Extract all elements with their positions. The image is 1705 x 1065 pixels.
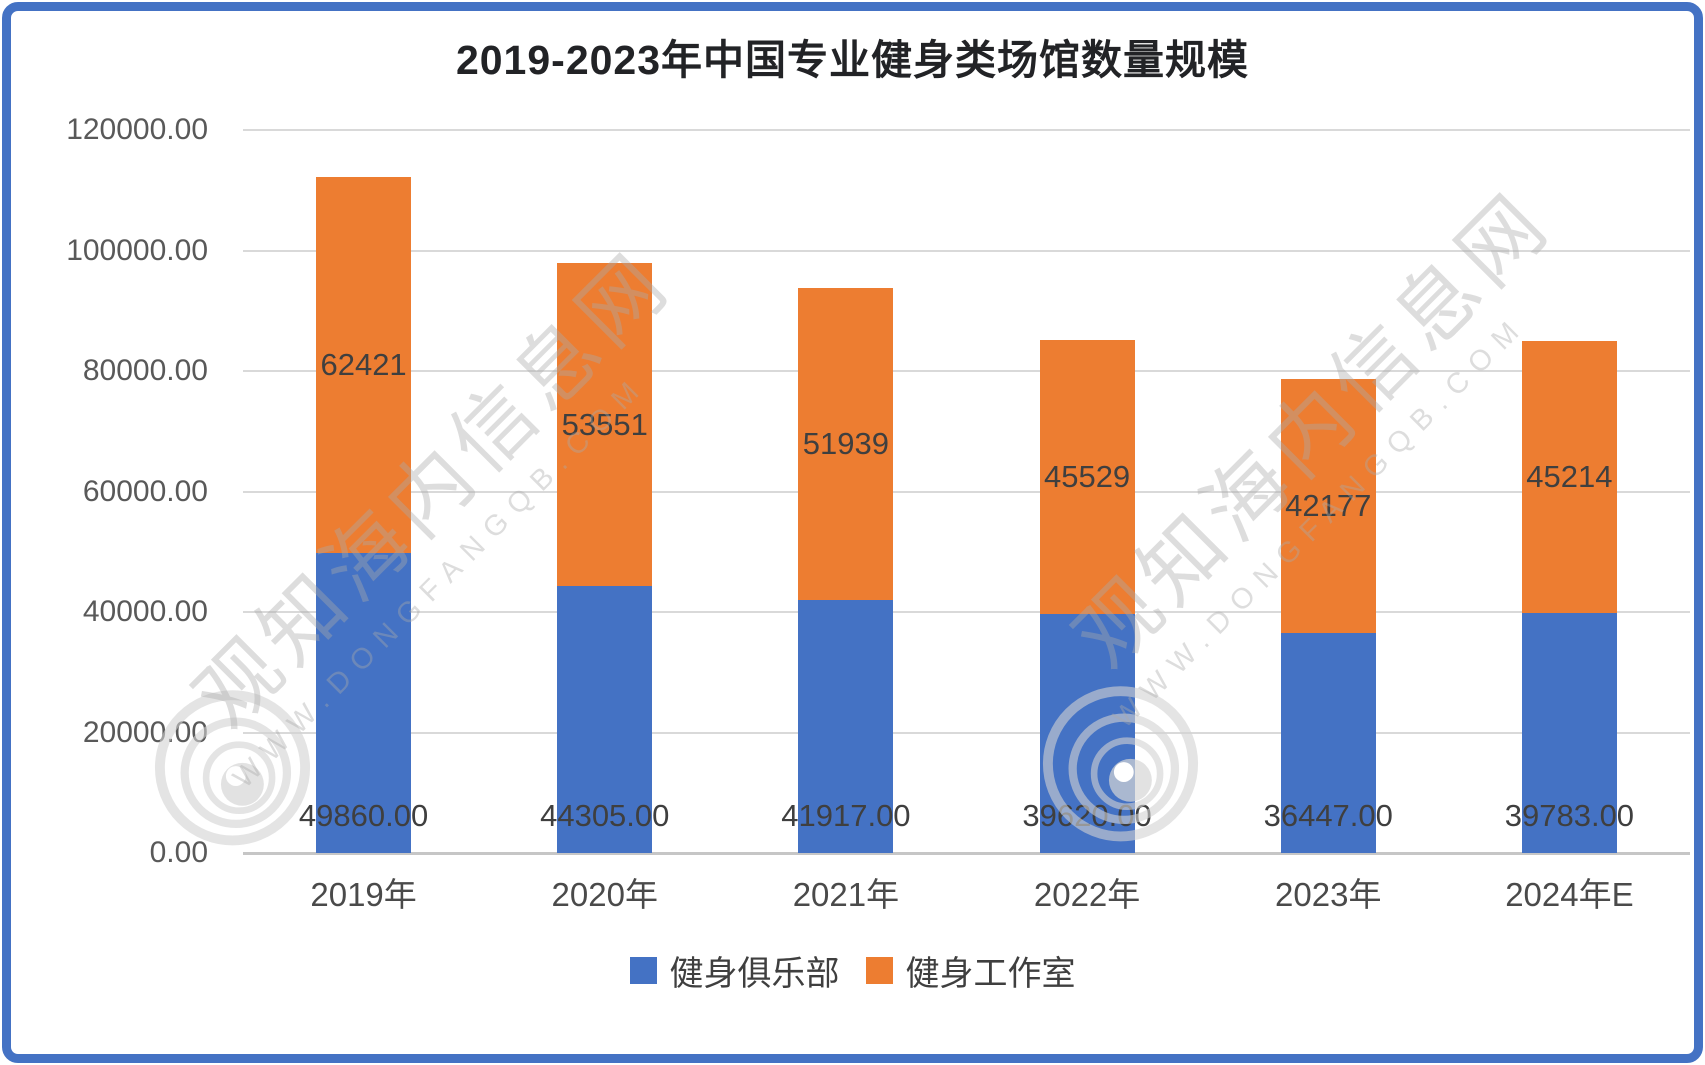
data-label-健身俱乐部-2021年: 41917.00 [781,798,911,833]
x-axis-category-label: 2020年 [551,876,658,913]
y-axis-tick-label: 20000.00 [82,715,208,749]
bar-segment-健身工作室-2021年 [798,287,894,601]
legend-label: 健身俱乐部 [669,955,840,993]
gridline-60000 [243,490,1690,493]
data-label-健身俱乐部-2023年: 36447.00 [1263,798,1393,833]
data-label-健身工作室-2024年E: 45214 [1526,459,1613,495]
chart-legend: 健身俱乐部 健身工作室 [0,946,1705,995]
y-axis-tick-label: 80000.00 [82,354,208,387]
y-axis-tick-label: 100000.00 [66,233,208,267]
legend-item-1: 健身工作室 [865,946,1076,995]
gridline-20000 [243,731,1690,734]
bar-segment-健身俱乐部-2019年 [316,552,412,853]
bar-segment-健身俱乐部-2024年E [1521,613,1617,853]
gridline-100000 [243,249,1690,252]
data-label-健身俱乐部-2020年: 44305.00 [540,798,670,833]
data-label-健身工作室-2023年: 42177 [1285,488,1372,524]
gridline-40000 [243,611,1690,613]
y-axis-tick-label: 60000.00 [82,474,208,508]
y-axis-tick-label: 40000.00 [82,595,208,628]
legend-swatch-icon [629,957,657,984]
bar-segment-健身工作室-2024年E [1521,340,1617,614]
data-label-健身俱乐部-2019年: 49860.00 [298,798,429,833]
bar-segment-健身俱乐部-2021年 [798,600,894,853]
bar-segment-健身工作室-2023年 [1280,379,1376,634]
data-label-健身俱乐部-2022年: 39620.00 [1022,798,1152,833]
chart-title: 2019-2023年中国专业健身类场馆数量规模 [455,37,1250,83]
x-axis-category-label: 2019年 [310,876,417,913]
bar-segment-健身俱乐部-2023年 [1280,633,1376,853]
data-label-健身工作室-2019年: 62421 [320,346,407,382]
legend-label: 健身工作室 [905,955,1076,993]
data-label-健身工作室-2022年: 45529 [1043,459,1131,495]
bar-segment-健身工作室-2019年 [316,176,412,553]
data-label-健身工作室-2020年: 53551 [561,406,648,442]
gridline-120000 [243,129,1690,131]
data-label-健身俱乐部-2024年E: 39783.00 [1504,798,1635,833]
bar-segment-健身工作室-2022年 [1039,339,1135,615]
x-axis-category-label: 2022年 [1033,876,1141,913]
x-axis-category-label: 2023年 [1275,876,1382,913]
y-axis-tick-label: 120000.00 [66,113,208,146]
y-axis-tick-label: 0.00 [149,836,208,869]
x-axis-category-label: 2024年E [1505,876,1634,913]
gridline-0 [243,852,1690,855]
bar-segment-健身俱乐部-2020年 [557,586,653,853]
x-axis-category-label: 2021年 [792,876,900,913]
legend-item-0: 健身俱乐部 [629,946,840,995]
data-label-健身工作室-2021年: 51939 [802,425,890,461]
gridline-80000 [243,370,1690,372]
legend-swatch-icon [865,957,893,984]
bar-segment-健身工作室-2020年 [557,263,653,587]
